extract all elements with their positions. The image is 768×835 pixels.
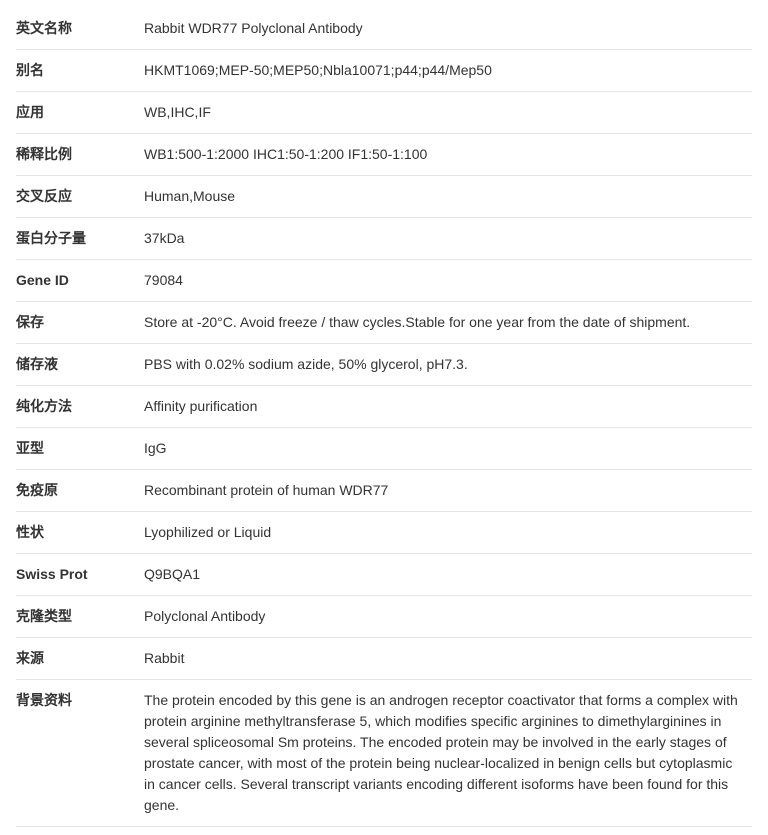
- row-value: Rabbit WDR77 Polyclonal Antibody: [144, 8, 752, 50]
- row-label: 英文名称: [16, 8, 144, 50]
- row-value: Human,Mouse: [144, 176, 752, 218]
- row-label: 克隆类型: [16, 596, 144, 638]
- table-row: 交叉反应Human,Mouse: [16, 176, 752, 218]
- spec-table-container: 英文名称Rabbit WDR77 Polyclonal Antibody 别名H…: [0, 0, 768, 835]
- row-label: 亚型: [16, 428, 144, 470]
- row-label: Swiss Prot: [16, 554, 144, 596]
- row-value: WB1:500-1:2000 IHC1:50-1:200 IF1:50-1:10…: [144, 134, 752, 176]
- table-row: 别名HKMT1069;MEP-50;MEP50;Nbla10071;p44;p4…: [16, 50, 752, 92]
- row-value: Store at -20°C. Avoid freeze / thaw cycl…: [144, 302, 752, 344]
- spec-table-body: 英文名称Rabbit WDR77 Polyclonal Antibody 别名H…: [16, 8, 752, 827]
- row-value: PBS with 0.02% sodium azide, 50% glycero…: [144, 344, 752, 386]
- row-value: IgG: [144, 428, 752, 470]
- table-row: 性状Lyophilized or Liquid: [16, 512, 752, 554]
- table-row: 免疫原Recombinant protein of human WDR77: [16, 470, 752, 512]
- table-row: 应用WB,IHC,IF: [16, 92, 752, 134]
- row-label: 蛋白分子量: [16, 218, 144, 260]
- table-row: 保存Store at -20°C. Avoid freeze / thaw cy…: [16, 302, 752, 344]
- table-row: 英文名称Rabbit WDR77 Polyclonal Antibody: [16, 8, 752, 50]
- table-row: Gene ID79084: [16, 260, 752, 302]
- spec-table: 英文名称Rabbit WDR77 Polyclonal Antibody 别名H…: [16, 8, 752, 827]
- table-row: 来源Rabbit: [16, 638, 752, 680]
- table-row: 亚型IgG: [16, 428, 752, 470]
- row-value: Polyclonal Antibody: [144, 596, 752, 638]
- table-row: 克隆类型Polyclonal Antibody: [16, 596, 752, 638]
- row-label: 保存: [16, 302, 144, 344]
- row-value: Affinity purification: [144, 386, 752, 428]
- row-value: Rabbit: [144, 638, 752, 680]
- row-label: 背景资料: [16, 680, 144, 827]
- row-label: 来源: [16, 638, 144, 680]
- row-label: 储存液: [16, 344, 144, 386]
- row-label: 免疫原: [16, 470, 144, 512]
- row-value: WB,IHC,IF: [144, 92, 752, 134]
- table-row: 储存液PBS with 0.02% sodium azide, 50% glyc…: [16, 344, 752, 386]
- row-value: Q9BQA1: [144, 554, 752, 596]
- row-value: 79084: [144, 260, 752, 302]
- row-label: 稀释比例: [16, 134, 144, 176]
- row-value: Recombinant protein of human WDR77: [144, 470, 752, 512]
- table-row: Swiss ProtQ9BQA1: [16, 554, 752, 596]
- row-value: HKMT1069;MEP-50;MEP50;Nbla10071;p44;p44/…: [144, 50, 752, 92]
- row-value: The protein encoded by this gene is an a…: [144, 680, 752, 827]
- row-label: 别名: [16, 50, 144, 92]
- row-label: 纯化方法: [16, 386, 144, 428]
- table-row: 背景资料The protein encoded by this gene is …: [16, 680, 752, 827]
- row-value: 37kDa: [144, 218, 752, 260]
- row-value: Lyophilized or Liquid: [144, 512, 752, 554]
- row-label: 性状: [16, 512, 144, 554]
- table-row: 稀释比例WB1:500-1:2000 IHC1:50-1:200 IF1:50-…: [16, 134, 752, 176]
- row-label: 交叉反应: [16, 176, 144, 218]
- table-row: 蛋白分子量37kDa: [16, 218, 752, 260]
- table-row: 纯化方法Affinity purification: [16, 386, 752, 428]
- row-label: Gene ID: [16, 260, 144, 302]
- row-label: 应用: [16, 92, 144, 134]
